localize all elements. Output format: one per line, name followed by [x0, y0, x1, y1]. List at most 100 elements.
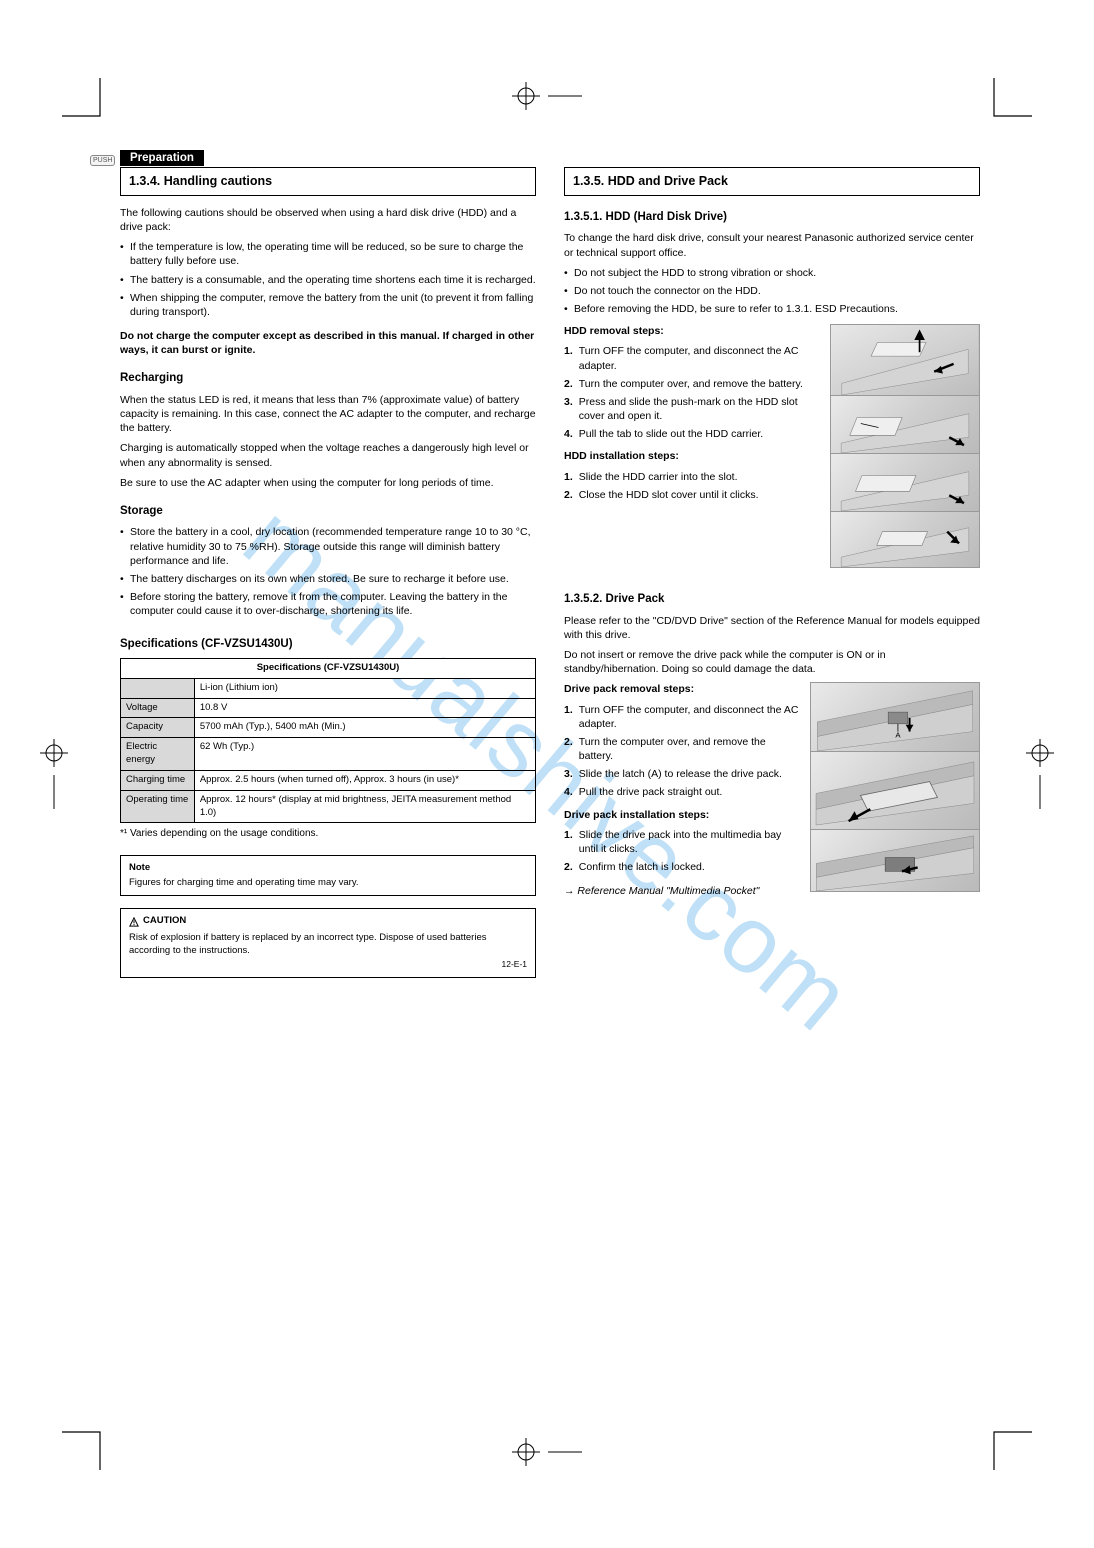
spec-cell: Approx. 12 hours* (display at mid bright…: [194, 790, 535, 823]
storage-bullet: The battery discharges on its own when s…: [120, 572, 536, 586]
registration-mark-left: [40, 739, 68, 809]
left-bullet: If the temperature is low, the operating…: [120, 240, 536, 268]
step-number: 3.: [564, 395, 573, 423]
spec-cell: [121, 678, 195, 698]
hdd-figure-panel: [830, 324, 980, 396]
drivepack-figure-panel: [810, 830, 980, 892]
storage-bullet: Before storing the battery, remove it fr…: [120, 590, 536, 618]
note-title: Note: [129, 862, 527, 875]
spec-cell: Electric energy: [121, 738, 195, 771]
drivepack-figure-panel: A: [810, 682, 980, 752]
storage-title: Storage: [120, 504, 536, 520]
spec-cell: Li-ion (Lithium ion): [194, 678, 535, 698]
step-number: 1.: [564, 703, 573, 731]
push-label: PUSH: [90, 155, 115, 166]
caution-prefix: CAUTION: [143, 915, 186, 928]
registration-mark-top: [512, 82, 582, 110]
step-text: Press and slide the push-mark on the HDD…: [579, 395, 822, 423]
spec-cell: Capacity: [121, 718, 195, 738]
two-column-layout: 1.3.4. Handling cautions The following c…: [120, 145, 980, 978]
step-number: 2.: [564, 488, 573, 502]
table-row: Electric energy62 Wh (Typ.): [121, 738, 536, 771]
caution-text: Risk of explosion if battery is replaced…: [129, 932, 527, 958]
step-number: 1.: [564, 828, 573, 856]
storage-bullet: Store the battery in a cool, dry locatio…: [120, 525, 536, 568]
caution-box: CAUTION Risk of explosion if battery is …: [120, 908, 536, 977]
step-number: 3.: [564, 767, 573, 781]
crop-mark-bottom-left: [62, 1430, 102, 1470]
note-text: Figures for charging time and operating …: [129, 877, 527, 890]
hdd-figure-block: PUSH: [564, 324, 980, 574]
right-column: 1.3.5. HDD and Drive Pack 1.3.5.1. HDD (…: [564, 145, 980, 978]
step-number: 2.: [564, 860, 573, 874]
hdd-figure-panel: [830, 454, 980, 512]
step-number: 1.: [564, 470, 573, 484]
step-number: 4.: [564, 427, 573, 441]
step-number: 2.: [564, 377, 573, 391]
step-text: Confirm the latch is locked.: [579, 860, 802, 874]
spec-cell: 10.8 V: [194, 698, 535, 718]
left-bullet: When shipping the computer, remove the b…: [120, 291, 536, 319]
hdd-figure-panel: [830, 396, 980, 454]
crop-mark-bottom-right: [992, 1430, 1032, 1470]
recharge-title: Recharging: [120, 371, 536, 387]
table-row: Capacity5700 mAh (Typ.), 5400 mAh (Min.): [121, 718, 536, 738]
left-bullet: The battery is a consumable, and the ope…: [120, 273, 536, 287]
step-text: Turn OFF the computer, and disconnect th…: [579, 344, 822, 372]
step-number: 2.: [564, 735, 573, 763]
registration-mark-right: [1026, 739, 1054, 809]
svg-text:A: A: [895, 731, 901, 740]
step-text: Turn OFF the computer, and disconnect th…: [579, 703, 802, 731]
table-row: Li-ion (Lithium ion): [121, 678, 536, 698]
spec-cell: Approx. 2.5 hours (when turned off), App…: [194, 770, 535, 790]
drivepack-figure-block: A: [564, 682, 980, 904]
recharge-text: Be sure to use the AC adapter when using…: [120, 476, 536, 490]
table-row: Voltage10.8 V: [121, 698, 536, 718]
manual-page: Preparation manualshive.com 1.3.4. Handl…: [0, 0, 1094, 1548]
crop-mark-top-left: [62, 78, 102, 118]
recharge-text: Charging is automatically stopped when t…: [120, 441, 536, 469]
drivepack-title: 1.3.5.2. Drive Pack: [564, 592, 980, 608]
registration-mark-bottom: [512, 1438, 582, 1466]
step-text: Close the HDD slot cover until it clicks…: [579, 488, 822, 502]
caution-ref: 12-E-1: [129, 959, 527, 970]
spec-header: Specifications (CF-VZSU1430U): [121, 659, 536, 679]
step-number: 4.: [564, 785, 573, 799]
hdd-bullet: Before removing the HDD, be sure to refe…: [564, 302, 980, 316]
spec-cell: Charging time: [121, 770, 195, 790]
spec-cell: 62 Wh (Typ.): [194, 738, 535, 771]
left-heading: 1.3.4. Handling cautions: [120, 167, 536, 196]
spec-footnote: *¹ Varies depending on the usage conditi…: [120, 827, 536, 841]
table-row: Operating timeApprox. 12 hours* (display…: [121, 790, 536, 823]
left-intro: The following cautions should be observe…: [120, 206, 536, 234]
spec-cell: 5700 mAh (Typ.), 5400 mAh (Min.): [194, 718, 535, 738]
hdd-figure-panel: [830, 512, 980, 568]
drivepack-lead: Please refer to the "CD/DVD Drive" secti…: [564, 614, 980, 642]
step-number: 1.: [564, 344, 573, 372]
hdd-bullet: Do not subject the HDD to strong vibrati…: [564, 266, 980, 280]
right-heading: 1.3.5. HDD and Drive Pack: [564, 167, 980, 196]
hdd-figure-stack: PUSH: [830, 324, 980, 568]
step-text: Turn the computer over, and remove the b…: [579, 735, 802, 763]
drivepack-figure-stack: A: [810, 682, 980, 892]
step-text: Slide the latch (A) to release the drive…: [579, 767, 802, 781]
spec-title: Specifications (CF-VZSU1430U): [120, 637, 536, 653]
table-row: Charging timeApprox. 2.5 hours (when tur…: [121, 770, 536, 790]
spec-cell: Operating time: [121, 790, 195, 823]
drivepack-caution: Do not insert or remove the drive pack w…: [564, 648, 980, 676]
hdd-title: 1.3.5.1. HDD (Hard Disk Drive): [564, 210, 980, 226]
left-column: 1.3.4. Handling cautions The following c…: [120, 145, 536, 978]
step-text: Turn the computer over, and remove the b…: [579, 377, 822, 391]
step-text: Slide the HDD carrier into the slot.: [579, 470, 822, 484]
note-box: Note Figures for charging time and opera…: [120, 855, 536, 897]
step-text: Pull the tab to slide out the HDD carrie…: [579, 427, 822, 441]
spec-cell: Voltage: [121, 698, 195, 718]
left-strong-note: Do not charge the computer except as des…: [120, 329, 536, 357]
crop-mark-top-right: [992, 78, 1032, 118]
recharge-text: When the status LED is red, it means tha…: [120, 393, 536, 436]
drivepack-figure-panel: [810, 752, 980, 830]
spec-table: Specifications (CF-VZSU1430U) Li-ion (Li…: [120, 658, 536, 823]
step-text: Pull the drive pack straight out.: [579, 785, 802, 799]
warning-triangle-icon: [129, 917, 139, 927]
hdd-bullet: Do not touch the connector on the HDD.: [564, 284, 980, 298]
